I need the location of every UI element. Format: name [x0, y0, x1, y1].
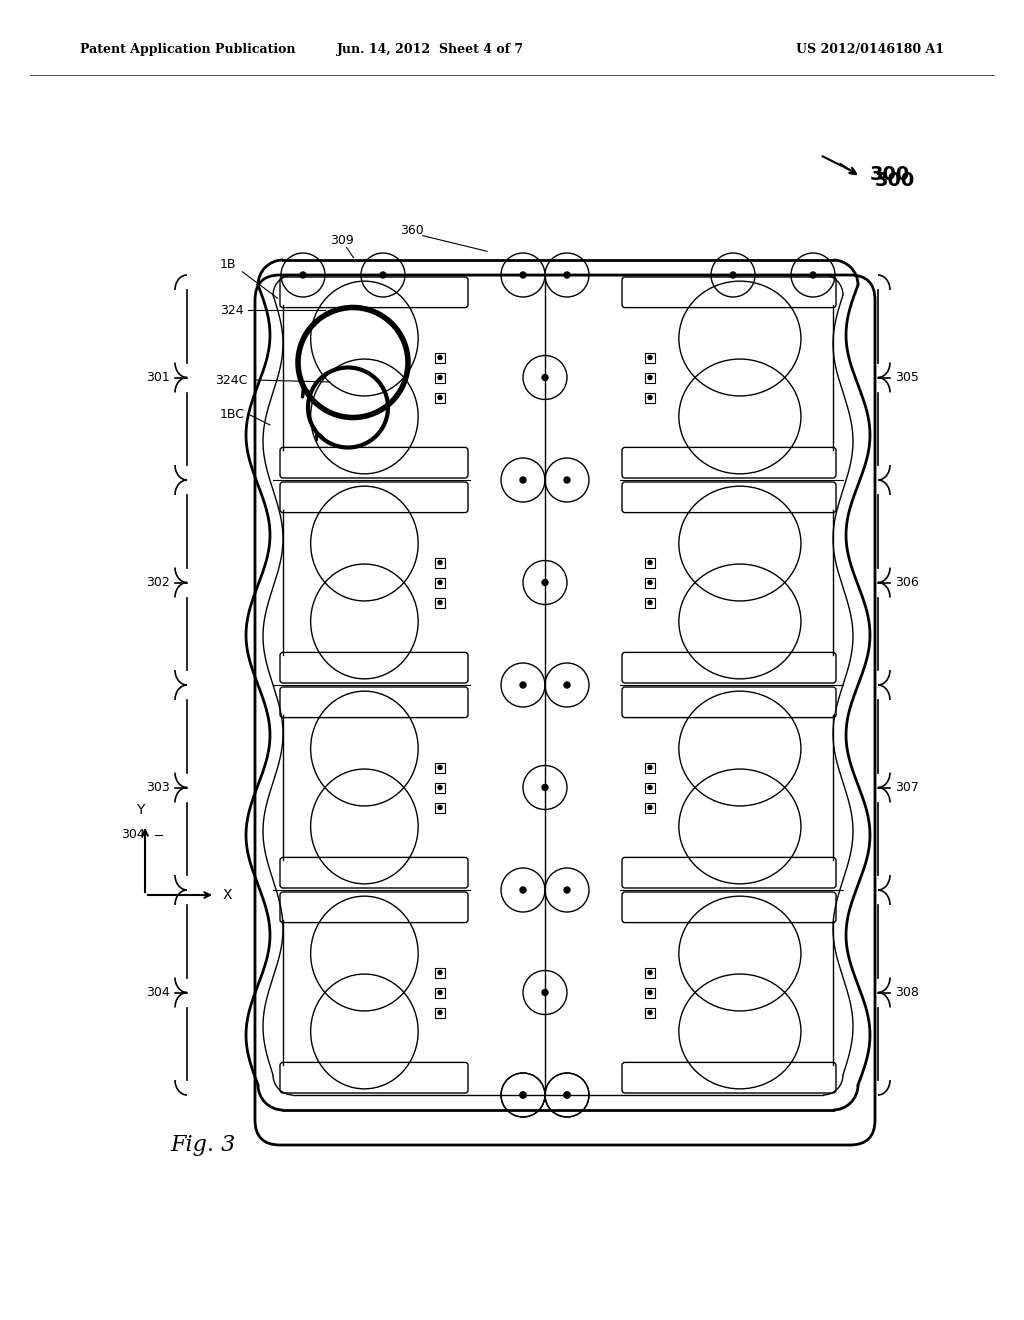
Circle shape [520, 272, 526, 279]
Bar [645, 763, 655, 772]
Circle shape [520, 1092, 526, 1098]
Circle shape [648, 1011, 652, 1015]
Circle shape [300, 272, 306, 279]
Circle shape [648, 581, 652, 585]
Circle shape [438, 601, 442, 605]
Text: 304: 304 [146, 986, 170, 999]
Circle shape [648, 785, 652, 789]
Text: X: X [223, 888, 232, 902]
Circle shape [380, 272, 386, 279]
Circle shape [438, 990, 442, 994]
Circle shape [438, 581, 442, 585]
Bar [645, 352, 655, 363]
Bar [435, 557, 445, 568]
Circle shape [648, 355, 652, 359]
Text: 303: 303 [146, 781, 170, 795]
Text: 307: 307 [895, 781, 919, 795]
Bar [435, 763, 445, 772]
Text: 300: 300 [874, 170, 915, 190]
Text: 302: 302 [146, 576, 170, 589]
Text: 360: 360 [400, 223, 424, 236]
Circle shape [520, 1092, 526, 1098]
Circle shape [438, 785, 442, 789]
Bar [645, 372, 655, 383]
Text: 300: 300 [870, 165, 910, 185]
Bar [645, 987, 655, 998]
Text: US 2012/0146180 A1: US 2012/0146180 A1 [796, 44, 944, 57]
Bar [645, 557, 655, 568]
Circle shape [520, 682, 526, 688]
Text: Y: Y [136, 803, 144, 817]
Bar [435, 352, 445, 363]
Circle shape [438, 970, 442, 974]
Bar [435, 578, 445, 587]
Bar [645, 578, 655, 587]
Circle shape [438, 355, 442, 359]
Text: 308: 308 [895, 986, 919, 999]
Bar [435, 392, 445, 403]
Bar [435, 598, 445, 607]
Bar [645, 783, 655, 792]
Circle shape [648, 766, 652, 770]
Circle shape [648, 601, 652, 605]
Text: 324C: 324C [215, 374, 248, 387]
Circle shape [438, 766, 442, 770]
Bar [435, 968, 445, 978]
Text: 305: 305 [895, 371, 919, 384]
Circle shape [438, 1011, 442, 1015]
Circle shape [648, 990, 652, 994]
Circle shape [542, 579, 548, 586]
Circle shape [810, 272, 816, 279]
Circle shape [648, 970, 652, 974]
Circle shape [648, 396, 652, 400]
Circle shape [564, 1092, 570, 1098]
Text: Jun. 14, 2012  Sheet 4 of 7: Jun. 14, 2012 Sheet 4 of 7 [337, 44, 523, 57]
Bar [435, 803, 445, 813]
Circle shape [438, 805, 442, 809]
Text: 306: 306 [895, 576, 919, 589]
Circle shape [564, 1092, 570, 1098]
Circle shape [564, 477, 570, 483]
Circle shape [438, 375, 442, 380]
Circle shape [564, 272, 570, 279]
Circle shape [438, 396, 442, 400]
Bar [645, 968, 655, 978]
Bar [645, 598, 655, 607]
Text: 324: 324 [220, 304, 244, 317]
Text: Patent Application Publication: Patent Application Publication [80, 44, 296, 57]
Circle shape [438, 561, 442, 565]
Bar [645, 1007, 655, 1018]
Bar [435, 1007, 445, 1018]
Circle shape [730, 272, 736, 279]
Bar [645, 803, 655, 813]
Text: 304: 304 [121, 829, 145, 842]
Circle shape [564, 682, 570, 688]
Text: 1B: 1B [220, 259, 237, 272]
Circle shape [542, 784, 548, 791]
Circle shape [564, 887, 570, 894]
Circle shape [648, 805, 652, 809]
Circle shape [648, 561, 652, 565]
Text: 301: 301 [146, 371, 170, 384]
Bar [435, 372, 445, 383]
Circle shape [520, 887, 526, 894]
Circle shape [542, 375, 548, 380]
Bar [645, 392, 655, 403]
Text: Fig. 3: Fig. 3 [170, 1134, 236, 1156]
Circle shape [542, 990, 548, 995]
Bar [435, 987, 445, 998]
Circle shape [520, 477, 526, 483]
Bar [435, 783, 445, 792]
Circle shape [648, 375, 652, 380]
Text: 309: 309 [330, 234, 353, 247]
Text: 1BC: 1BC [220, 408, 245, 421]
